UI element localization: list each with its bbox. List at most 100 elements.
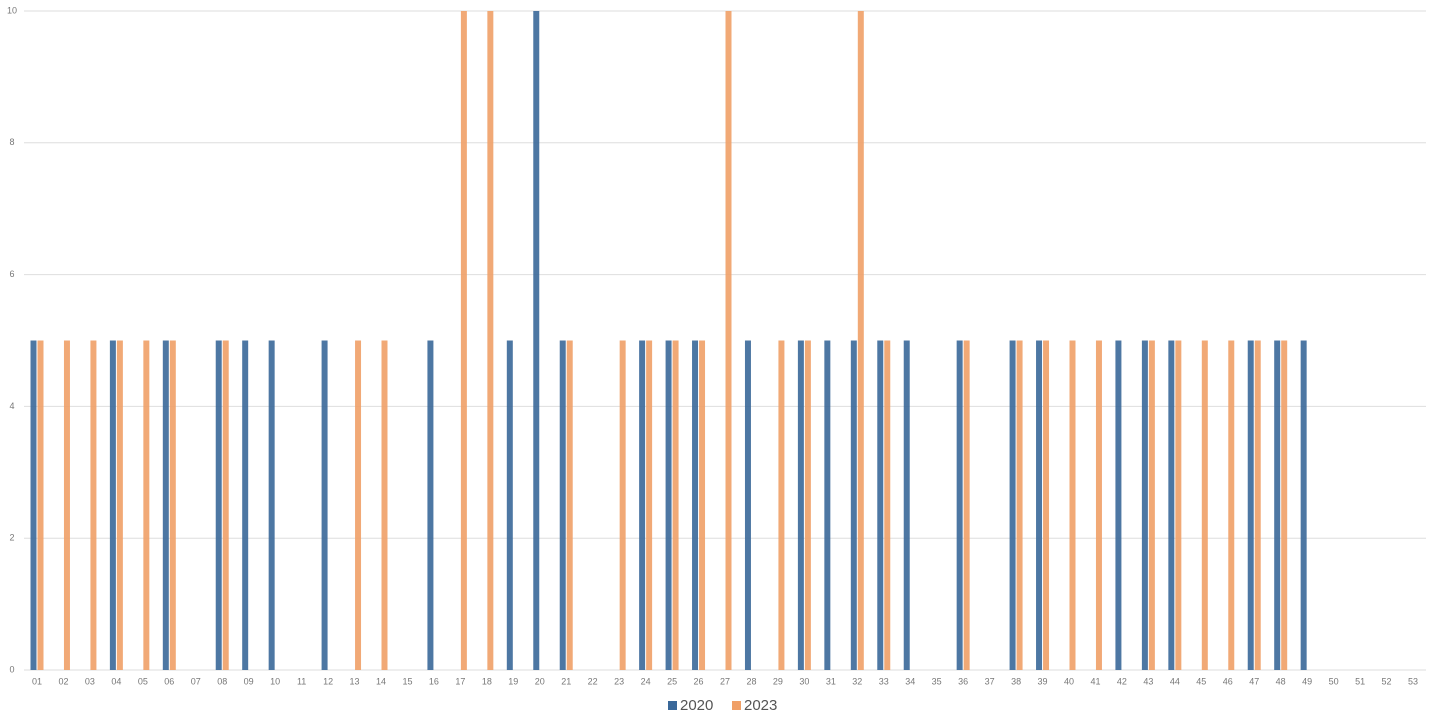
bar [566, 340, 573, 670]
y-tick-label: 10 [7, 5, 17, 15]
x-tick-label: 11 [297, 676, 306, 686]
x-tick-label: 28 [746, 676, 756, 686]
bar [778, 340, 785, 670]
x-tick-label: 01 [32, 676, 42, 686]
x-tick-label: 32 [852, 676, 862, 686]
bar [1069, 340, 1076, 670]
bar [1148, 340, 1155, 670]
x-tick-label: 06 [164, 676, 174, 686]
bar [222, 340, 229, 670]
bar [533, 11, 540, 670]
x-tick-label: 39 [1038, 676, 1048, 686]
legend-swatch [668, 701, 677, 710]
x-tick-label: 41 [1090, 676, 1100, 686]
bar [487, 11, 494, 670]
x-tick-label: 52 [1382, 676, 1392, 686]
x-tick-label: 51 [1355, 676, 1365, 686]
bar [850, 340, 857, 670]
x-tick-label: 20 [535, 676, 545, 686]
bar [460, 11, 467, 670]
x-tick-label: 04 [111, 676, 121, 686]
bar [143, 340, 150, 670]
bar [427, 340, 434, 670]
bar [903, 340, 910, 670]
x-tick-label: 53 [1408, 676, 1418, 686]
x-tick-label: 35 [932, 676, 942, 686]
bar [824, 340, 831, 670]
x-tick-label: 08 [217, 676, 227, 686]
x-tick-label: 45 [1196, 676, 1206, 686]
x-tick-label: 05 [138, 676, 148, 686]
bar [665, 340, 672, 670]
bar [692, 340, 699, 670]
x-tick-label: 27 [720, 676, 730, 686]
x-tick-label: 31 [826, 676, 836, 686]
y-tick-label: 8 [9, 137, 14, 147]
bar [559, 340, 566, 670]
y-tick-label: 2 [9, 533, 14, 543]
legend-label: 2023 [744, 697, 777, 714]
bar [162, 340, 169, 670]
x-tick-label: 23 [614, 676, 624, 686]
legend-label: 2020 [680, 697, 713, 714]
x-tick-label: 46 [1223, 676, 1233, 686]
bar [215, 340, 222, 670]
x-tick-label: 02 [58, 676, 68, 686]
bar [699, 340, 706, 670]
bar [1168, 340, 1175, 670]
bar [884, 340, 891, 670]
bar [1095, 340, 1102, 670]
bar [1141, 340, 1148, 670]
legend-swatch [732, 701, 741, 710]
bar [1016, 340, 1023, 670]
x-tick-label: 18 [482, 676, 492, 686]
bar [30, 340, 37, 670]
x-tick-label: 50 [1329, 676, 1339, 686]
bar [744, 340, 751, 670]
x-tick-label: 34 [905, 676, 915, 686]
bar [1115, 340, 1122, 670]
x-tick-label: 40 [1064, 676, 1074, 686]
x-tick-label: 19 [508, 676, 518, 686]
bar [672, 340, 679, 670]
bar [1009, 340, 1016, 670]
bar [242, 340, 249, 670]
bar [268, 340, 275, 670]
bar [506, 340, 513, 670]
bar [725, 11, 732, 670]
bar [1036, 340, 1043, 670]
bar [355, 340, 362, 670]
x-tick-label: 07 [191, 676, 201, 686]
bar [1247, 340, 1254, 670]
bar [619, 340, 626, 670]
x-tick-label: 42 [1117, 676, 1127, 686]
x-tick-label: 14 [376, 676, 386, 686]
x-tick-label: 47 [1249, 676, 1259, 686]
x-tick-label: 48 [1276, 676, 1286, 686]
x-tick-label: 33 [879, 676, 889, 686]
x-tick-label: 22 [588, 676, 598, 686]
bar [63, 340, 70, 670]
x-tick-label: 36 [958, 676, 968, 686]
x-tick-label: 13 [350, 676, 360, 686]
bar [37, 340, 44, 670]
bar [877, 340, 884, 670]
x-tick-label: 09 [244, 676, 254, 686]
bar [90, 340, 97, 670]
x-tick-label: 15 [402, 676, 412, 686]
x-tick-label: 37 [985, 676, 995, 686]
bar [109, 340, 116, 670]
bar [963, 340, 970, 670]
bar [639, 340, 646, 670]
x-tick-label: 10 [270, 676, 280, 686]
bar [321, 340, 328, 670]
bar [1300, 340, 1307, 670]
x-tick-label: 24 [641, 676, 651, 686]
x-tick-label: 17 [455, 676, 465, 686]
bar [1175, 340, 1182, 670]
bar [1043, 340, 1050, 670]
bar [646, 340, 653, 670]
bar [797, 340, 804, 670]
bar [169, 340, 176, 670]
